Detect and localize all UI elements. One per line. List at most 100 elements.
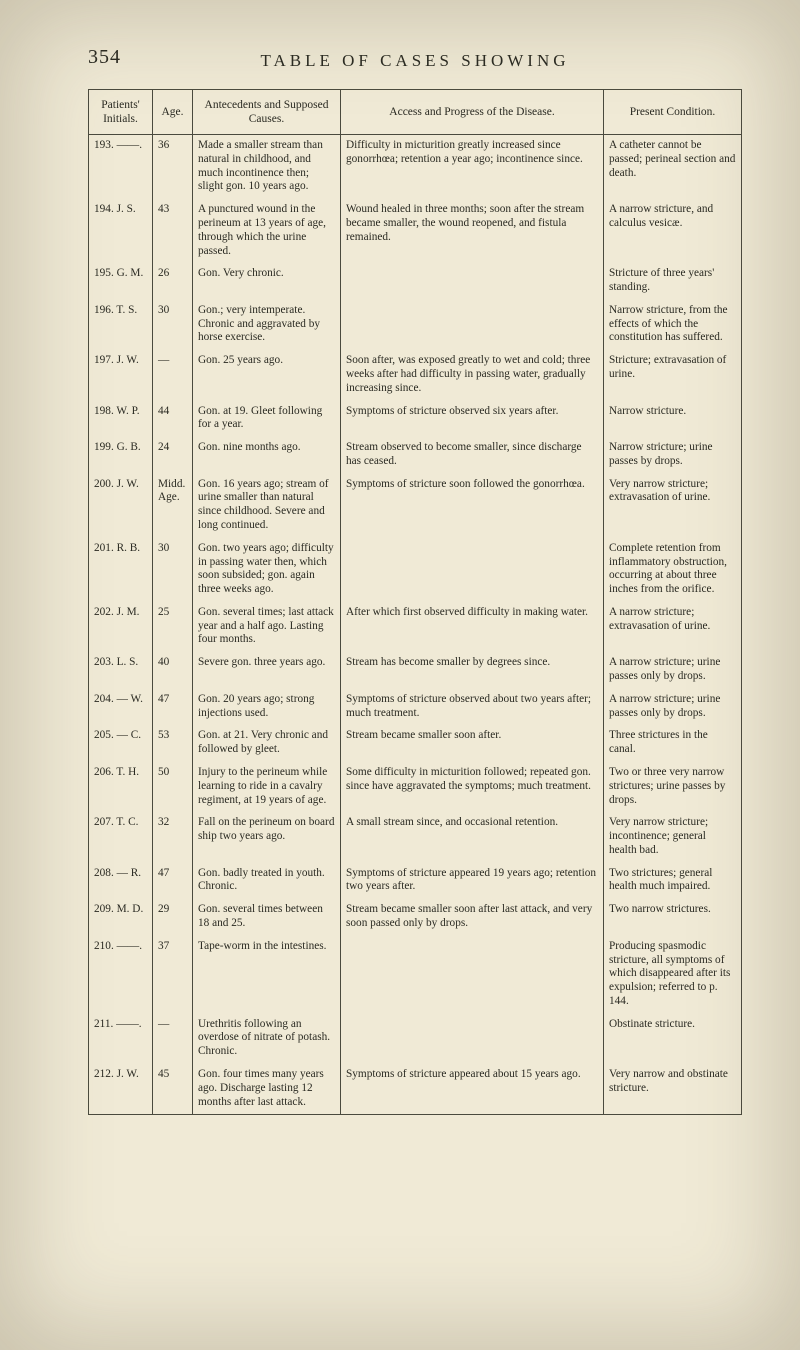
table-row: 211. ——.—Urethritis following an overdos…: [89, 1014, 742, 1064]
cell-initials: 197. J. W.: [89, 350, 153, 400]
cell-present: Two or three very narrow strictures; uri…: [604, 762, 742, 812]
cell-present: Two narrow strictures.: [604, 899, 742, 936]
cell-present: Narrow stricture, from the effects of wh…: [604, 300, 742, 350]
cell-age: 26: [153, 263, 193, 300]
cell-access: A small stream since, and occasional ret…: [341, 812, 604, 862]
cell-present: A narrow stricture; urine passes only by…: [604, 689, 742, 726]
cell-access: [341, 1014, 604, 1064]
table-row: 198. W. P.44Gon. at 19. Gleet following …: [89, 401, 742, 438]
cell-ante: Gon. four times many years ago. Discharg…: [193, 1064, 341, 1115]
cell-ante: Gon. 20 years ago; strong injections use…: [193, 689, 341, 726]
cell-age: 45: [153, 1064, 193, 1115]
cell-access: After which first observed difficulty in…: [341, 602, 604, 652]
cell-present: Two strictures; general health much impa…: [604, 863, 742, 900]
cell-ante: Gon.; very intemperate. Chronic and aggr…: [193, 300, 341, 350]
cell-initials: 201. R. B.: [89, 538, 153, 602]
cell-age: 30: [153, 538, 193, 602]
cell-access: Soon after, was exposed greatly to wet a…: [341, 350, 604, 400]
cell-present: Three strictures in the canal.: [604, 725, 742, 762]
cell-initials: 205. — C.: [89, 725, 153, 762]
cell-access: Stream has become smaller by degrees sin…: [341, 652, 604, 689]
table-row: 204. — W.47Gon. 20 years ago; strong inj…: [89, 689, 742, 726]
cell-initials: 207. T. C.: [89, 812, 153, 862]
cell-age: 37: [153, 936, 193, 1014]
cell-access: [341, 300, 604, 350]
cell-age: 32: [153, 812, 193, 862]
cell-present: A narrow stricture, and calculus vesicæ.: [604, 199, 742, 263]
cell-age: —: [153, 1014, 193, 1064]
cell-access: [341, 538, 604, 602]
table-row: 193. ——.36Made a smaller stream than nat…: [89, 135, 742, 200]
cell-initials: 200. J. W.: [89, 474, 153, 538]
cell-access: Stream became smaller soon after last at…: [341, 899, 604, 936]
table-row: 212. J. W.45Gon. four times many years a…: [89, 1064, 742, 1115]
table-row: 203. L. S.40Severe gon. three years ago.…: [89, 652, 742, 689]
cell-ante: Tape-worm in the intestines.: [193, 936, 341, 1014]
cell-age: 25: [153, 602, 193, 652]
cell-age: 30: [153, 300, 193, 350]
cell-ante: Fall on the perineum on board ship two y…: [193, 812, 341, 862]
cell-ante: Gon. 25 years ago.: [193, 350, 341, 400]
cell-access: Symptoms of stricture soon followed the …: [341, 474, 604, 538]
cell-present: Very narrow stricture; incontinence; gen…: [604, 812, 742, 862]
table-header: Patients' Initials. Age. Antecedents and…: [89, 90, 742, 135]
table-row: 200. J. W.Midd. Age.Gon. 16 years ago; s…: [89, 474, 742, 538]
table-row: 208. — R.47Gon. badly treated in youth. …: [89, 863, 742, 900]
cell-ante: Gon. two years ago; difficulty in passin…: [193, 538, 341, 602]
cell-present: A catheter cannot be passed; perineal se…: [604, 135, 742, 200]
cell-age: 24: [153, 437, 193, 474]
cell-access: Difficulty in micturition greatly increa…: [341, 135, 604, 200]
cell-present: Narrow stricture; urine passes by drops.: [604, 437, 742, 474]
cases-table: Patients' Initials. Age. Antecedents and…: [88, 89, 742, 1115]
col-header-age: Age.: [153, 90, 193, 135]
cell-ante: Injury to the perineum while learning to…: [193, 762, 341, 812]
cell-ante: A punctured wound in the perineum at 13 …: [193, 199, 341, 263]
cell-present: Stricture of three years' standing.: [604, 263, 742, 300]
cell-age: —: [153, 350, 193, 400]
cell-age: 36: [153, 135, 193, 200]
page: 354 TABLE OF CASES SHOWING Patients' Ini…: [0, 0, 800, 1350]
cell-ante: Gon. 16 years ago; stream of urine small…: [193, 474, 341, 538]
cell-initials: 199. G. B.: [89, 437, 153, 474]
table-row: 206. T. H.50Injury to the perineum while…: [89, 762, 742, 812]
cell-initials: 212. J. W.: [89, 1064, 153, 1115]
cell-age: 43: [153, 199, 193, 263]
cell-access: Symptoms of stricture appeared about 15 …: [341, 1064, 604, 1115]
cell-present: Narrow stricture.: [604, 401, 742, 438]
cell-present: Producing spasmodic stricture, all sympt…: [604, 936, 742, 1014]
cell-ante: Gon. Very chronic.: [193, 263, 341, 300]
cell-ante: Urethritis following an overdose of nitr…: [193, 1014, 341, 1064]
cell-age: 53: [153, 725, 193, 762]
cell-initials: 198. W. P.: [89, 401, 153, 438]
cell-present: Obstinate stricture.: [604, 1014, 742, 1064]
cell-initials: 196. T. S.: [89, 300, 153, 350]
table-row: 205. — C.53Gon. at 21. Very chronic and …: [89, 725, 742, 762]
cell-access: Symptoms of stricture appeared 19 years …: [341, 863, 604, 900]
cell-access: Stream became smaller soon after.: [341, 725, 604, 762]
cell-age: 44: [153, 401, 193, 438]
cell-initials: 195. G. M.: [89, 263, 153, 300]
cell-initials: 203. L. S.: [89, 652, 153, 689]
table-row: 194. J. S.43A punctured wound in the per…: [89, 199, 742, 263]
table-row: 202. J. M.25Gon. several times; last att…: [89, 602, 742, 652]
table-row: 207. T. C.32Fall on the perineum on boar…: [89, 812, 742, 862]
cell-present: A narrow stricture; urine passes only by…: [604, 652, 742, 689]
table-row: 210. ——.37Tape-worm in the intestines. Pr…: [89, 936, 742, 1014]
cell-ante: Gon. several times between 18 and 25.: [193, 899, 341, 936]
cell-initials: 204. — W.: [89, 689, 153, 726]
table-body: 193. ——.36Made a smaller stream than nat…: [89, 135, 742, 1115]
col-header-access: Access and Progress of the Disease.: [341, 90, 604, 135]
table-row: 197. J. W.—Gon. 25 years ago.Soon after,…: [89, 350, 742, 400]
cell-age: 50: [153, 762, 193, 812]
cell-present: Very narrow and obstinate stricture.: [604, 1064, 742, 1115]
cell-ante: Gon. nine months ago.: [193, 437, 341, 474]
table-row: 209. M. D.29Gon. several times between 1…: [89, 899, 742, 936]
table-row: 201. R. B.30Gon. two years ago; difficul…: [89, 538, 742, 602]
cell-age: 47: [153, 863, 193, 900]
cell-ante: Made a smaller stream than natural in ch…: [193, 135, 341, 200]
cell-age: Midd. Age.: [153, 474, 193, 538]
cell-ante: Gon. at 19. Gleet following for a year.: [193, 401, 341, 438]
cell-present: A narrow stricture; extravasation of uri…: [604, 602, 742, 652]
cell-initials: 206. T. H.: [89, 762, 153, 812]
cell-initials: 210. ——.: [89, 936, 153, 1014]
